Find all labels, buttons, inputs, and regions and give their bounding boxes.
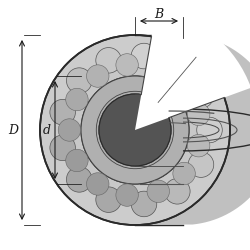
Circle shape [147,180,170,203]
Circle shape [66,167,92,192]
Circle shape [81,76,189,184]
Circle shape [188,82,214,108]
Polygon shape [144,39,250,224]
Circle shape [164,56,190,82]
Circle shape [188,134,210,157]
Circle shape [96,48,121,73]
Circle shape [99,94,171,166]
Circle shape [131,43,157,69]
Circle shape [96,187,121,212]
Text: D: D [8,124,18,136]
Circle shape [86,173,109,195]
Circle shape [66,68,92,93]
Circle shape [66,88,88,111]
Circle shape [50,100,76,125]
Circle shape [188,103,210,126]
Polygon shape [151,82,228,182]
Circle shape [188,152,214,178]
Wedge shape [135,8,250,130]
Circle shape [50,135,76,160]
Circle shape [173,75,195,98]
Circle shape [116,54,138,76]
Text: B: B [154,8,164,22]
Circle shape [66,149,88,172]
Circle shape [147,58,170,80]
Circle shape [116,184,138,206]
Circle shape [60,56,210,204]
Circle shape [164,178,190,204]
Circle shape [131,191,157,217]
Circle shape [99,94,171,166]
Circle shape [86,65,109,87]
Circle shape [81,76,189,184]
Text: d: d [43,124,51,136]
Circle shape [197,117,222,143]
Circle shape [173,162,195,185]
Circle shape [58,119,81,141]
Circle shape [40,35,230,225]
